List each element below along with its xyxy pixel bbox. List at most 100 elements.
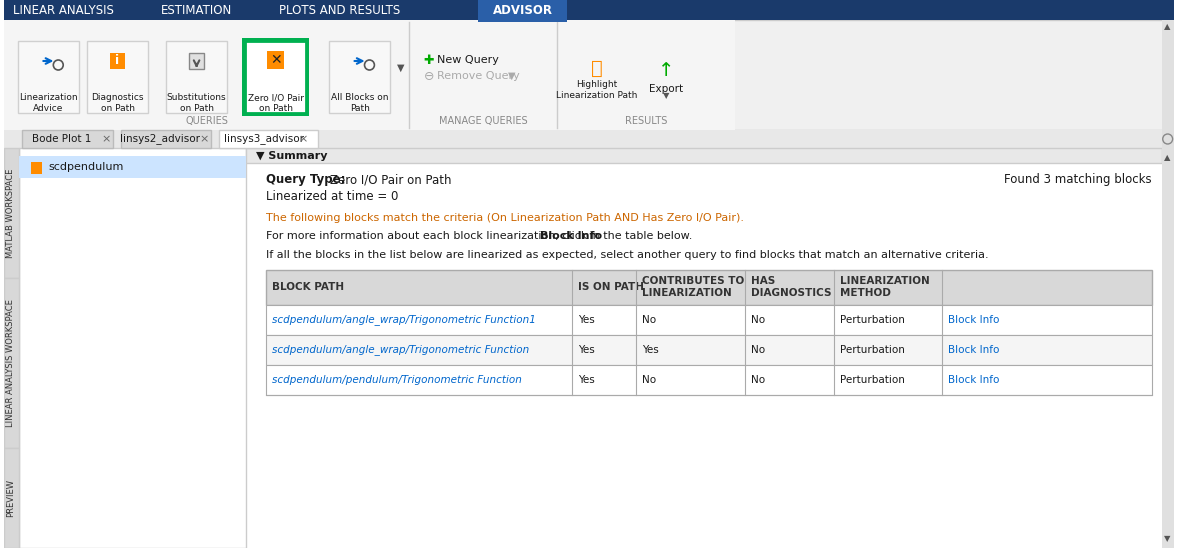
Text: Yes: Yes (578, 345, 594, 355)
Text: Export: Export (649, 84, 683, 94)
Bar (4, 130, 1173, 148)
Text: Substitutions
on Path: Substitutions on Path (167, 93, 226, 113)
Text: Linearization
Advice: Linearization Advice (19, 93, 78, 113)
Text: ▼: ▼ (1164, 534, 1171, 543)
Bar (19, 148, 246, 548)
Bar (1162, 20, 1173, 130)
Text: All Blocks on
Path: All Blocks on Path (330, 93, 388, 113)
Bar (4, 20, 1173, 130)
Text: RESULTS: RESULTS (625, 116, 668, 126)
Text: Block Info: Block Info (948, 345, 999, 355)
Bar (21, 130, 112, 148)
Text: New Query: New Query (437, 55, 498, 65)
Bar (478, 0, 567, 22)
Bar (245, 41, 307, 113)
Text: MANAGE QUERIES: MANAGE QUERIES (439, 116, 527, 126)
Text: HAS
DIAGNOSTICS: HAS DIAGNOSTICS (751, 276, 831, 298)
Bar (31, 162, 43, 174)
Text: No: No (751, 345, 765, 355)
Bar (86, 41, 148, 113)
Text: LINEARIZATION
METHOD: LINEARIZATION METHOD (839, 276, 929, 298)
Text: Yes: Yes (578, 315, 594, 325)
Text: in the table below.: in the table below. (586, 231, 693, 241)
Bar (219, 130, 318, 148)
Bar (4, 148, 19, 278)
Text: No: No (642, 315, 656, 325)
Text: LINEAR ANALYSIS WORKSPACE: LINEAR ANALYSIS WORKSPACE (6, 299, 15, 427)
Bar (246, 148, 1162, 548)
Text: LINEAR ANALYSIS: LINEAR ANALYSIS (13, 4, 114, 18)
Bar (110, 53, 126, 69)
Bar (18, 41, 79, 113)
Bar (4, 20, 408, 130)
Text: No: No (642, 375, 656, 385)
Text: ✕: ✕ (270, 53, 282, 67)
Text: Query Type:: Query Type: (265, 174, 346, 186)
Text: MATLAB WORKSPACE: MATLAB WORKSPACE (6, 168, 15, 258)
Text: QUERIES: QUERIES (185, 116, 227, 126)
Text: i: i (116, 54, 120, 67)
Bar (19, 156, 246, 178)
Text: 🔆: 🔆 (591, 59, 603, 77)
Text: Bode Plot 1: Bode Plot 1 (32, 134, 91, 144)
Text: ▼: ▼ (508, 71, 515, 81)
Text: Perturbation: Perturbation (839, 345, 905, 355)
Text: For more information about each block linearization, click: For more information about each block li… (265, 231, 591, 241)
Bar (265, 335, 1152, 365)
Text: Yes: Yes (642, 345, 658, 355)
Bar (265, 305, 1152, 335)
Text: The following blocks match the criteria (On Linearization Path AND Has Zero I/O : The following blocks match the criteria … (265, 213, 744, 223)
Text: linsys3_advisor: linsys3_advisor (224, 134, 304, 145)
Bar (242, 38, 309, 116)
Bar (265, 365, 1152, 395)
Text: ▼: ▼ (663, 92, 669, 100)
Text: Yes: Yes (578, 375, 594, 385)
Text: ⊖: ⊖ (424, 70, 435, 83)
Bar (408, 20, 558, 130)
Bar (246, 148, 1162, 163)
Text: Zero I/O Pair
on Path: Zero I/O Pair on Path (247, 93, 303, 113)
Text: BLOCK PATH: BLOCK PATH (271, 282, 343, 292)
Text: ×: × (101, 134, 110, 144)
Bar (188, 53, 205, 69)
Text: Linearized at time = 0: Linearized at time = 0 (265, 190, 398, 203)
Bar (4, 278, 19, 448)
Text: Zero I/O Pair on Path: Zero I/O Pair on Path (330, 174, 451, 186)
Bar (1162, 130, 1173, 148)
Text: Block Info: Block Info (948, 315, 999, 325)
Text: ×: × (200, 134, 210, 144)
Bar (1162, 148, 1173, 548)
Bar (4, 0, 1173, 20)
Text: ▼ Summary: ▼ Summary (256, 151, 327, 161)
Bar (121, 130, 212, 148)
Text: ×: × (298, 134, 308, 144)
Text: ▲: ▲ (1164, 153, 1171, 162)
Text: linsys2_advisor: linsys2_advisor (120, 134, 200, 145)
Text: ↑: ↑ (657, 61, 674, 81)
Text: Diagnostics
on Path: Diagnostics on Path (91, 93, 143, 113)
Text: Highlight
Linearization Path: Highlight Linearization Path (556, 81, 637, 100)
Text: CONTRIBUTES TO
LINEARIZATION: CONTRIBUTES TO LINEARIZATION (642, 276, 745, 298)
Text: scdpendulum/angle_wrap/Trigonometric Function: scdpendulum/angle_wrap/Trigonometric Fun… (271, 345, 529, 356)
Text: PREVIEW: PREVIEW (6, 479, 15, 517)
Bar (166, 41, 227, 113)
Text: Block Info: Block Info (540, 231, 601, 241)
Bar (265, 270, 1152, 305)
Bar (558, 20, 735, 130)
Text: Perturbation: Perturbation (839, 315, 905, 325)
Text: scdpendulum/angle_wrap/Trigonometric Function1: scdpendulum/angle_wrap/Trigonometric Fun… (271, 315, 535, 326)
Text: If all the blocks in the list below are linearized as expected, select another q: If all the blocks in the list below are … (265, 250, 989, 260)
Text: IS ON PATH: IS ON PATH (578, 282, 644, 292)
Text: ▼: ▼ (398, 63, 405, 73)
Text: No: No (751, 315, 765, 325)
Text: Found 3 matching blocks: Found 3 matching blocks (1004, 174, 1152, 186)
Text: scdpendulum/pendulum/Trigonometric Function: scdpendulum/pendulum/Trigonometric Funct… (271, 375, 521, 385)
Text: Remove Query: Remove Query (437, 71, 520, 81)
Text: No: No (751, 375, 765, 385)
Text: Perturbation: Perturbation (839, 375, 905, 385)
Text: ADVISOR: ADVISOR (493, 4, 553, 18)
Text: scdpendulum: scdpendulum (49, 162, 124, 172)
Bar (4, 448, 19, 548)
Bar (266, 51, 284, 69)
Text: PLOTS AND RESULTS: PLOTS AND RESULTS (279, 4, 400, 18)
